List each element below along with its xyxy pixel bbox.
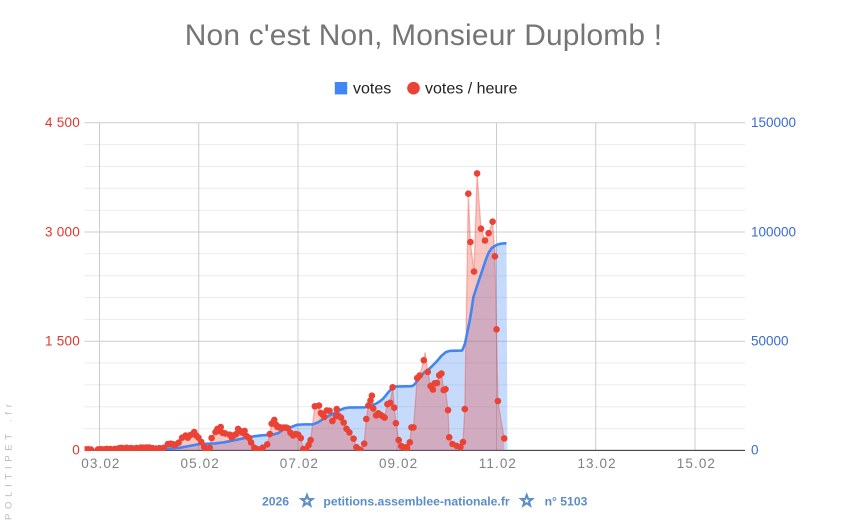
- svg-text:4 500: 4 500: [45, 115, 80, 130]
- svg-text:1 500: 1 500: [45, 334, 80, 349]
- svg-text:votes: votes: [353, 81, 391, 98]
- svg-text:15.02: 15.02: [677, 456, 716, 471]
- svg-text:0: 0: [72, 443, 80, 458]
- svg-text:3 000: 3 000: [45, 224, 80, 239]
- svg-text:07.02: 07.02: [280, 456, 319, 471]
- svg-text:150000: 150000: [751, 115, 796, 130]
- svg-text:POLITIPET .fr: POLITIPET .fr: [4, 399, 15, 520]
- svg-text:09.02: 09.02: [379, 456, 418, 471]
- svg-text:05.02: 05.02: [181, 456, 220, 471]
- svg-text:2026: 2026: [262, 495, 289, 509]
- svg-text:03.02: 03.02: [81, 456, 120, 471]
- svg-text:votes / heure: votes / heure: [425, 81, 518, 98]
- svg-text:petitions.assemblee-nationale.: petitions.assemblee-nationale.fr: [323, 495, 510, 509]
- svg-text:13.02: 13.02: [577, 456, 616, 471]
- svg-text:n° 5103: n° 5103: [545, 495, 588, 509]
- svg-text:0: 0: [751, 443, 759, 458]
- svg-text:11.02: 11.02: [479, 456, 517, 471]
- svg-text:100000: 100000: [751, 224, 796, 239]
- svg-text:Non c'est Non, Monsieur Duplom: Non c'est Non, Monsieur Duplomb !: [185, 19, 662, 52]
- svg-text:50000: 50000: [751, 334, 789, 349]
